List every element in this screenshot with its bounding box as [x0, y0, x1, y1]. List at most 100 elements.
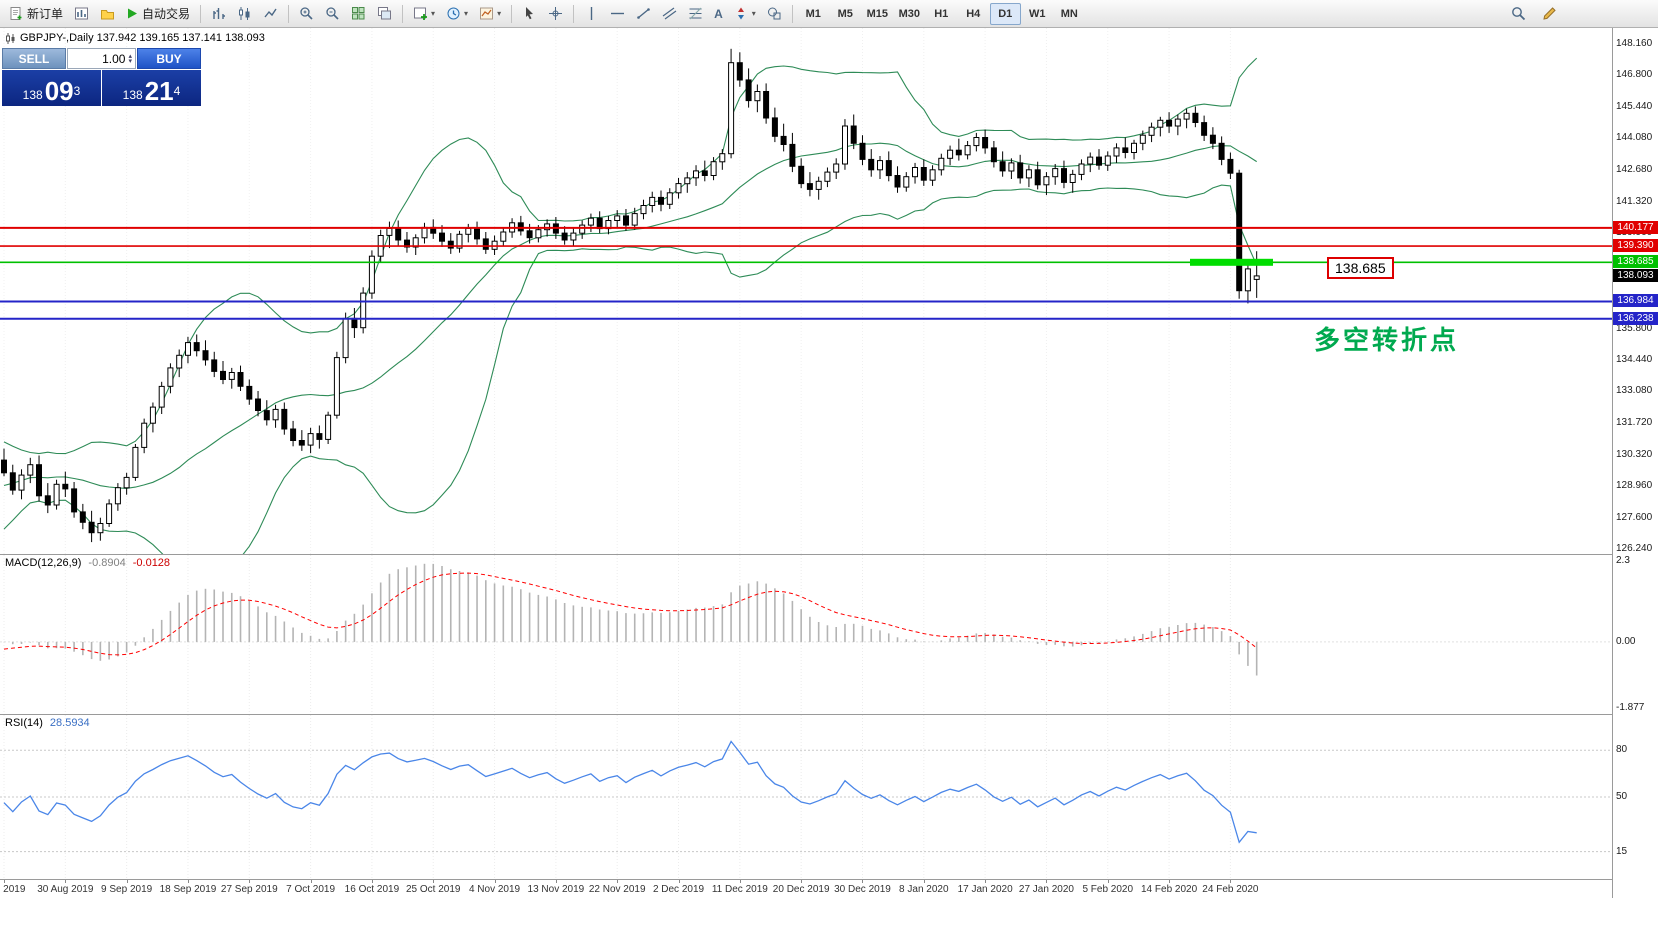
macd-name: MACD(12,26,9)	[5, 557, 82, 569]
timeframe-button-m15[interactable]: M15	[866, 7, 888, 20]
search-button[interactable]	[1506, 2, 1531, 26]
timeframe-button-h4[interactable]: H4	[966, 7, 981, 20]
shapes-button[interactable]	[762, 2, 787, 26]
price-level-badge: 140.177	[1613, 220, 1658, 234]
price-level-badge: 136.238	[1613, 311, 1658, 325]
rsi-scale-label: 80	[1616, 744, 1628, 756]
dropdown-arrow-icon: ▾	[497, 9, 502, 18]
price-tick-label: 130.320	[1616, 449, 1653, 461]
time-axis-tick	[1046, 880, 1048, 883]
timeframe-button-d1[interactable]: D1	[989, 2, 1021, 25]
price-axis[interactable]: 148.160 146.800 145.440 144.080 142.680 141.3…	[1612, 28, 1658, 898]
grid-lines	[3, 28, 1231, 554]
timeframe-button-mn[interactable]: MN	[1060, 7, 1078, 20]
timeframe-button-w1[interactable]: W1	[1029, 7, 1046, 20]
time-axis-tick	[617, 880, 619, 883]
cursor-button[interactable]	[517, 2, 542, 26]
toolbar-separator	[402, 4, 404, 23]
rsi-panel[interactable]: RSI(14) 28.5934	[0, 715, 1612, 880]
price-tick-label: 145.440	[1616, 100, 1653, 112]
timeframe-button-m30[interactable]: M30	[898, 7, 920, 20]
arrows-icon	[734, 6, 749, 21]
date-tick-label: 30 Aug 2019	[37, 884, 94, 895]
zoom-in-icon	[299, 6, 314, 21]
draw-button[interactable]	[1537, 2, 1562, 26]
toolbar-separator	[511, 4, 513, 23]
macd-panel[interactable]: MACD(12,26,9) -0.8904 -0.0128	[0, 555, 1612, 715]
date-tick-label: 27 Jan 2020	[1018, 884, 1074, 895]
cursor-icon	[522, 6, 537, 21]
date-tick-label: 17 Jan 2020	[957, 884, 1013, 895]
price-level-badge: 139.390	[1613, 239, 1658, 253]
magnifier-icon	[1511, 6, 1526, 21]
macd-canvas[interactable]	[0, 555, 1612, 714]
line-chart-icon	[263, 6, 278, 21]
bid-big-digits: 09	[44, 76, 74, 106]
profiles-icon	[100, 6, 115, 21]
volume-input[interactable]: 1.00 ▴ ▾	[67, 48, 136, 69]
periods-button[interactable]: ▾	[441, 2, 473, 26]
volume-spinner[interactable]: ▴ ▾	[128, 52, 132, 65]
zoom-out-button[interactable]	[320, 2, 345, 26]
macd-signal-value: -0.0128	[132, 557, 171, 569]
one-click-trading-panel: SELL 1.00 ▴ ▾ BUY 138 09 3 138 21 4	[2, 48, 201, 106]
bar-chart-button[interactable]	[206, 2, 231, 26]
price-tick-label: 126.240	[1616, 543, 1653, 555]
ask-price-box[interactable]: 138 21 4	[102, 70, 201, 106]
macd-label: MACD(12,26,9) -0.8904 -0.0128	[5, 557, 170, 569]
chart-window-button[interactable]	[69, 2, 94, 26]
time-axis-tick	[187, 880, 189, 883]
new-order-button[interactable]: 新订单	[4, 2, 68, 26]
sell-button[interactable]: SELL	[2, 48, 66, 69]
line-chart-button[interactable]	[258, 2, 283, 26]
text-label-button[interactable]: A	[709, 2, 728, 26]
tile-windows-button[interactable]	[346, 2, 371, 26]
time-axis-tick	[433, 880, 435, 883]
trendline-button[interactable]	[631, 2, 656, 26]
indicators-add-icon	[413, 6, 428, 21]
timeframe-button-m1[interactable]: M1	[805, 7, 821, 20]
toolbar-separator	[288, 4, 290, 23]
highlight-trendline[interactable]	[1190, 258, 1273, 266]
macd-scale-label: 2.3	[1616, 555, 1630, 566]
time-axis[interactable]: Aug 2019 30 Aug 2019 9 Sep 2019 18 Sep 2019…	[0, 880, 1612, 898]
price-tick-label: 128.960	[1616, 480, 1653, 492]
time-axis-tick	[126, 880, 128, 883]
timeframe-button-h1[interactable]: H1	[934, 7, 949, 20]
horizontal-line-button[interactable]	[605, 2, 630, 26]
templates-button[interactable]: ▾	[474, 2, 506, 26]
dropdown-arrow-icon: ▾	[431, 9, 436, 18]
indicators-button[interactable]: ▾	[408, 2, 440, 26]
crosshair-button[interactable]	[543, 2, 568, 26]
rsi-canvas[interactable]	[0, 715, 1612, 879]
new-order-icon	[9, 6, 24, 21]
autotrading-button[interactable]: 自动交易	[121, 2, 195, 26]
vertical-line-button[interactable]	[579, 2, 604, 26]
time-axis-tick	[678, 880, 680, 883]
fibonacci-icon	[688, 6, 703, 21]
horizontal-line-icon	[610, 6, 625, 21]
zoom-in-button[interactable]	[294, 2, 319, 26]
candlestick-chart-button[interactable]	[232, 2, 257, 26]
price-tick-label: 133.080	[1616, 385, 1653, 397]
date-tick-label: 7 Oct 2019	[286, 884, 336, 895]
chart-symbol-icon	[5, 32, 16, 44]
channel-button[interactable]	[657, 2, 682, 26]
autotrading-icon	[126, 7, 139, 20]
cascade-windows-button[interactable]	[372, 2, 397, 26]
arrows-button[interactable]: ▾	[729, 2, 761, 26]
time-axis-tick	[371, 880, 373, 883]
price-level-badge: 136.984	[1613, 294, 1658, 308]
profiles-button[interactable]	[95, 2, 120, 26]
main-chart-panel[interactable]: GBPJPY-,Daily 137.942 139.165 137.141 13…	[0, 28, 1612, 555]
pencil-icon	[1542, 6, 1557, 21]
price-tick-label: 135.800	[1616, 322, 1653, 334]
bid-price-box[interactable]: 138 09 3	[2, 70, 101, 106]
rsi-scale-label: 15	[1616, 845, 1628, 857]
templates-icon	[479, 6, 494, 21]
autotrading-label: 自动交易	[142, 7, 191, 21]
fibonacci-button[interactable]	[683, 2, 708, 26]
main-chart-canvas[interactable]	[0, 28, 1612, 554]
buy-button[interactable]: BUY	[137, 48, 201, 69]
timeframe-button-m5[interactable]: M5	[837, 7, 853, 20]
